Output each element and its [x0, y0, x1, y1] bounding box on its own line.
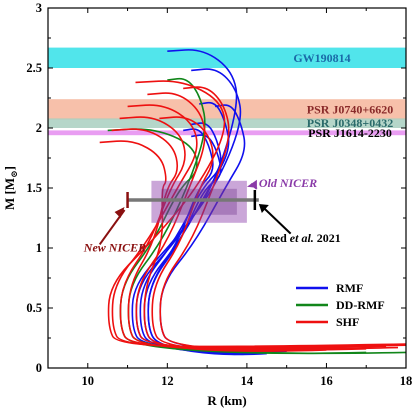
nicer-constraints [126, 180, 259, 223]
x-tick-label: 10 [82, 374, 95, 388]
old-nicer-label: Old NICER [259, 176, 317, 190]
band-psr-j0348-0432 [48, 118, 406, 128]
x-axis-label: R (km) [207, 393, 246, 408]
curve-dd-rmf-2 [107, 128, 367, 355]
curve-shf-8 [159, 86, 367, 351]
y-tick-label: 0 [36, 361, 42, 375]
x-tick-label: 16 [320, 374, 333, 388]
y-tick-label: 1 [36, 241, 42, 255]
old-nicer-inner-box [161, 188, 237, 215]
x-tick-label: 14 [241, 374, 254, 388]
band-gw190814 [48, 47, 406, 68]
curve-shf-6 [99, 140, 307, 352]
y-tick-label: 1.5 [26, 181, 42, 195]
legend-label-dd-rmf: DD-RMF [336, 298, 385, 312]
reed-arrow [263, 207, 292, 235]
reed-arrowhead [258, 204, 269, 213]
new-nicer-arrowhead [114, 207, 125, 218]
band-psr-j0740-6620 [48, 99, 406, 120]
band-label-3: PSR J0348+0432 [307, 116, 394, 130]
y-tick-label: 2 [36, 121, 42, 135]
curve-shf-7 [151, 116, 327, 352]
old-nicer-arrowhead [246, 179, 257, 188]
y-tick-label: 2.5 [26, 61, 42, 75]
curve-rmf-6 [159, 104, 351, 351]
band-label-1: GW190814 [293, 51, 350, 65]
new-nicer-label: New NICER [83, 241, 146, 255]
eos-curves [99, 49, 406, 356]
legend: RMF DD-RMF SHF [296, 281, 385, 329]
band-label-2: PSR J0740+6620 [307, 102, 394, 116]
y-tick-label: 0.5 [26, 301, 42, 315]
legend-label-shf: SHF [336, 315, 359, 329]
old-nicer-box [151, 180, 247, 223]
y-axis-label: M [M⊙] [2, 166, 19, 210]
x-tick-label: 18 [400, 374, 413, 388]
legend-label-rmf: RMF [336, 281, 363, 295]
y-tick-label: 3 [36, 1, 42, 15]
x-tick-label: 12 [161, 374, 174, 388]
axis-ticks: 10 12 14 16 18 0 0.5 1 1.5 2 2.5 3 [26, 1, 412, 388]
band-label-4: PSR J1614-2230 [308, 126, 392, 140]
reed-label: Reed et al. 2021 [261, 231, 341, 245]
